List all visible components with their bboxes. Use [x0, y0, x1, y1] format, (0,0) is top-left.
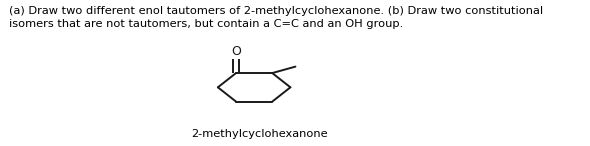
Text: O: O — [231, 45, 241, 58]
Text: (a) Draw two different enol tautomers of 2-methylcyclohexanone. (b) Draw two con: (a) Draw two different enol tautomers of… — [9, 6, 543, 29]
Text: 2-methylcyclohexanone: 2-methylcyclohexanone — [191, 129, 327, 139]
